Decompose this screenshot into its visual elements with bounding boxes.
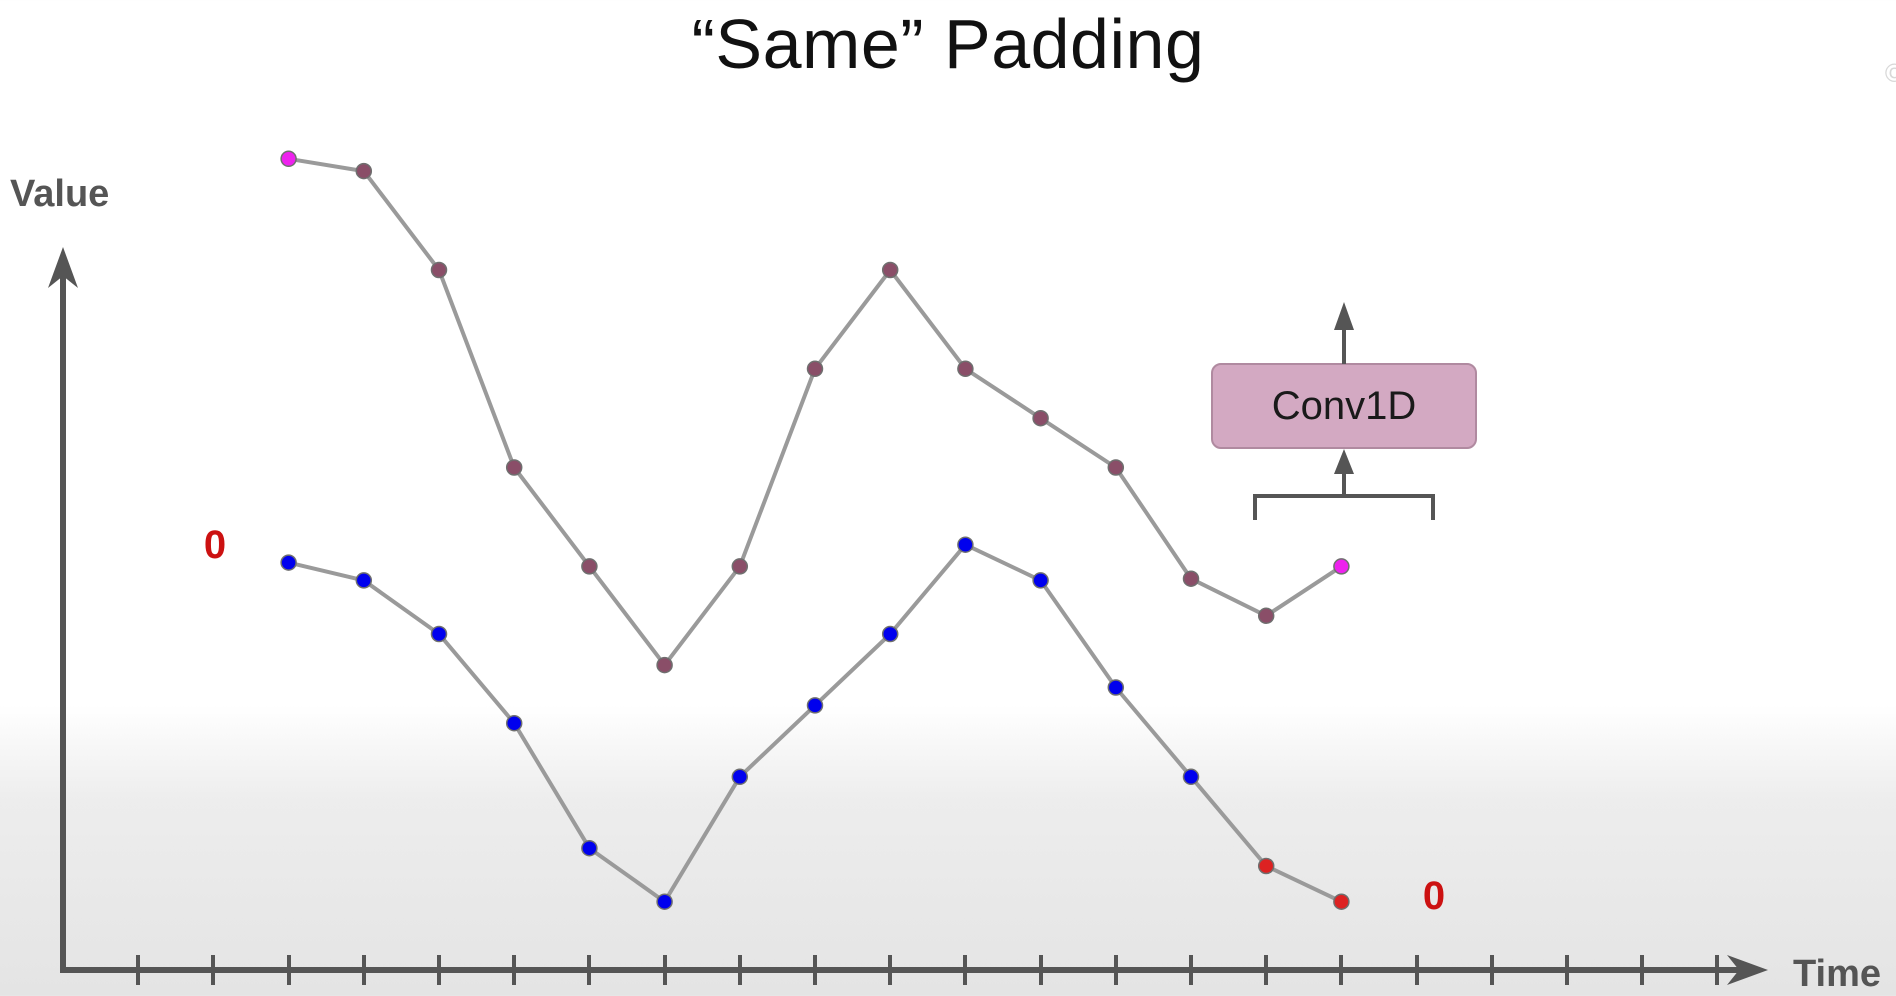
input-series-point <box>1182 768 1200 786</box>
input-series-point <box>957 536 974 553</box>
output-series-point <box>355 162 373 180</box>
output-series-point <box>280 150 297 168</box>
input-series-point <box>1257 857 1275 875</box>
conv1d-block: Conv1D <box>1211 302 1477 520</box>
copyright-mark: © <box>1884 58 1896 88</box>
x-axis-ticks <box>136 955 1719 985</box>
left-padding-zero-label: 0 <box>204 523 226 567</box>
output-series-points <box>280 150 1350 674</box>
y-axis-arrowhead <box>48 247 78 288</box>
output-series-point <box>1333 558 1350 575</box>
input-series-point <box>430 625 448 643</box>
y-axis-label: Value <box>10 173 109 215</box>
input-series-point <box>806 697 824 714</box>
x-axis-label: Time <box>1793 953 1881 995</box>
output-series-point <box>1107 459 1125 476</box>
output-series-point <box>881 261 899 279</box>
output-series-point <box>505 459 523 476</box>
output-series-point <box>1032 409 1049 427</box>
input-series-line <box>288 542 1343 904</box>
output-series-polyline <box>288 156 1343 668</box>
output-series-point <box>430 261 448 279</box>
output-series-point <box>1257 607 1275 625</box>
page-title: “Same” Padding <box>691 5 1205 83</box>
input-series-point <box>355 572 373 589</box>
conv-to-output-arrowhead <box>1334 302 1354 330</box>
input-series-point <box>505 714 523 732</box>
input-series-point <box>280 554 297 571</box>
right-padding-zero-label: 0 <box>1423 874 1445 918</box>
input-series-point <box>656 893 673 910</box>
output-series-point <box>656 656 673 674</box>
output-series-point <box>581 558 598 575</box>
output-series-point <box>957 360 974 378</box>
axes: Value Time <box>10 173 1881 995</box>
receptive-field-bracket <box>1253 494 1435 520</box>
input-series-point <box>731 768 749 786</box>
output-series-line <box>288 156 1343 668</box>
output-series-point <box>806 360 824 378</box>
output-series-point <box>1182 570 1200 587</box>
input-series-polyline <box>288 542 1343 904</box>
x-axis-arrowhead <box>1727 955 1768 985</box>
bracket-to-conv-arrowhead <box>1334 449 1354 474</box>
input-series-point <box>881 625 899 643</box>
input-series-point <box>1032 572 1049 589</box>
input-series-point <box>581 839 598 857</box>
output-series-point <box>731 558 749 575</box>
conv1d-label: Conv1D <box>1272 384 1417 428</box>
input-series-point <box>1107 679 1125 696</box>
input-series-points <box>280 536 1350 910</box>
input-series-point <box>1333 893 1350 910</box>
